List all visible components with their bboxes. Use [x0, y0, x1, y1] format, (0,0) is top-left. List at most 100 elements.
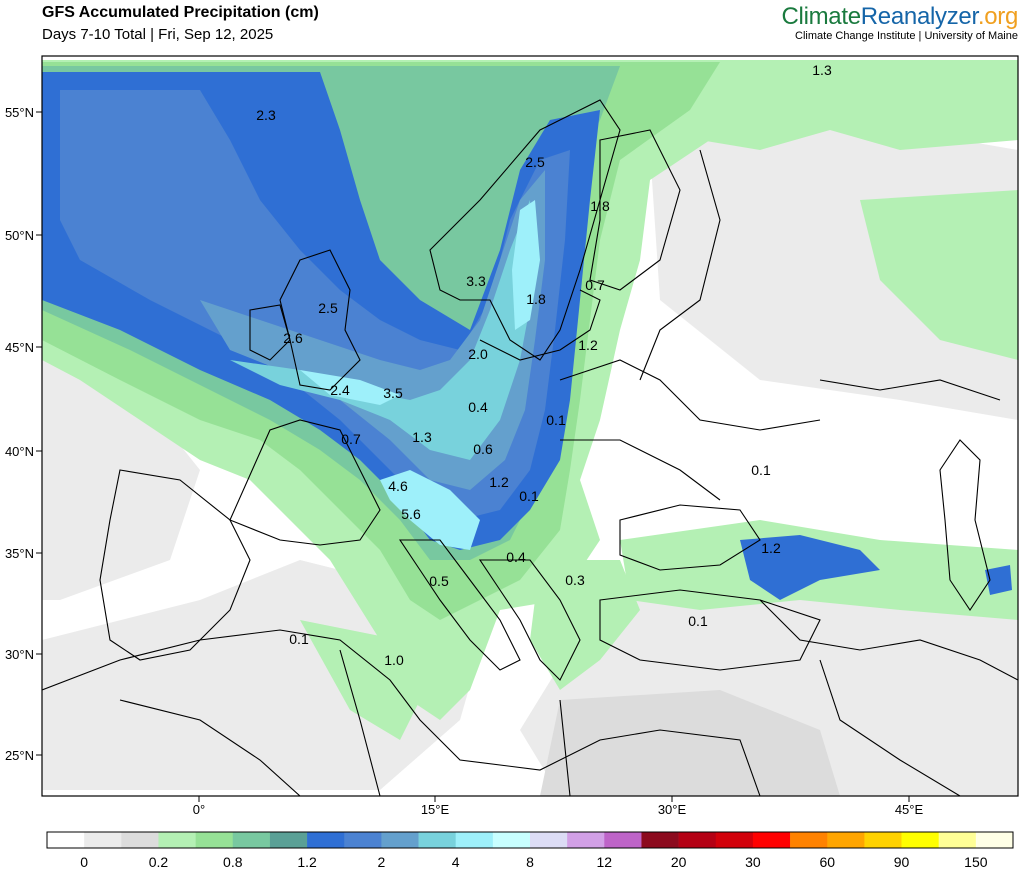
precip-green-light-africa-med	[300, 620, 420, 740]
lat-label-25: 25°N	[5, 748, 34, 763]
precip-gray-west-atlantic	[42, 330, 200, 600]
colorbar-swatch	[492, 832, 531, 848]
value-label-belarus: 0.1	[546, 412, 566, 428]
coast-turkey	[599, 589, 821, 671]
value-label-sweden-west: 3.3	[466, 273, 486, 289]
coast-scandinavia	[429, 99, 621, 361]
colorbar-swatch	[752, 832, 791, 848]
precip-cyan-light-scandinavia	[512, 200, 540, 330]
value-label-bulgaria: 0.3	[565, 572, 585, 588]
lon-tick-0: 0°	[193, 796, 205, 817]
colorbar-swatch	[47, 832, 85, 848]
precip-green-light-balkans	[530, 560, 640, 690]
lat-tick-35: 35°N	[5, 546, 42, 561]
value-label-english-channel: 2.4	[330, 382, 350, 398]
value-label-ireland: 2.6	[283, 330, 303, 346]
coast-black-sea	[619, 504, 761, 571]
coast-italy	[398, 539, 521, 671]
colorbar-swatch	[975, 832, 1014, 848]
precip-cyan-light-alps	[380, 470, 480, 550]
precip-cyan	[230, 200, 535, 460]
value-label-ukraine: 0.1	[519, 488, 539, 504]
colorbar-label: 2	[377, 854, 385, 870]
border-middle-east	[759, 599, 1018, 796]
value-label-caucasus: 1.2	[761, 540, 781, 556]
colorbar-swatch	[827, 832, 865, 848]
value-label-finland: 1.8	[590, 198, 610, 214]
value-label-algeria: 0.1	[289, 631, 309, 647]
colorbar-label: 30	[745, 854, 761, 870]
map-frame	[41, 55, 1019, 797]
colorbar-label: 90	[894, 854, 910, 870]
value-label-czechia: 0.6	[473, 441, 493, 457]
lat-tick-50: 50°N	[5, 228, 42, 243]
lat-label-55: 55°N	[5, 105, 34, 120]
lat-label-35: 35°N	[5, 546, 34, 561]
value-label-gulf-of-bothnia: 1.8	[526, 291, 546, 307]
value-label-tunisia: 1.0	[384, 652, 404, 668]
colorbar-label: 20	[671, 854, 687, 870]
colorbar-label: 0.2	[149, 854, 169, 870]
lat-tick-45: 45°N	[5, 340, 42, 355]
colorbar-swatch	[195, 832, 234, 848]
lon-tick-30e: 30°E	[658, 796, 686, 817]
value-label-anatolia: 0.1	[688, 613, 708, 629]
brand-part-climate: Climate	[781, 3, 862, 30]
brand-subtitle: Climate Change Institute | University of…	[795, 30, 1018, 42]
brand-part-org: .org	[977, 3, 1018, 30]
value-label-slovakia: 1.2	[489, 474, 509, 490]
coast-caspian	[939, 439, 991, 611]
value-label-low-countries: 3.5	[383, 385, 403, 401]
value-label-denmark: 2.0	[468, 346, 488, 362]
colorbar-swatch	[641, 832, 679, 848]
value-label-southern-russia: 0.1	[751, 462, 771, 478]
precip-blue-dark-caucasus	[740, 535, 880, 600]
colorbar-swatch	[678, 832, 717, 848]
value-label-northern-italy: 5.6	[401, 506, 421, 522]
coast-france	[229, 419, 381, 546]
colorbar: 0 0.2 0.8 1.2 2 4 8 12 20 30 60 90 150	[46, 831, 1014, 870]
coastlines	[42, 99, 1018, 796]
lat-tick-55: 55°N	[5, 105, 42, 120]
chart-title: GFS Accumulated Precipitation (cm)	[42, 4, 319, 21]
coast-finland	[589, 129, 681, 291]
value-label-central-italy: 0.5	[429, 573, 449, 589]
colorbar-swatch	[604, 832, 642, 848]
colorbar-label: 8	[526, 854, 534, 870]
colorbar-swatch	[344, 832, 382, 848]
value-label-latvia: 1.2	[578, 337, 598, 353]
colorbar-label: 12	[597, 854, 613, 870]
brand-logo-text[interactable]: ClimateReanalyzer.org	[782, 3, 1019, 31]
coast-britain	[279, 249, 361, 391]
value-label-switzerland: 4.6	[388, 478, 408, 494]
lat-label-45: 45°N	[5, 340, 34, 355]
colorbar-label: 150	[964, 854, 988, 870]
colorbar-swatch	[567, 832, 605, 848]
border-russia	[639, 149, 1001, 401]
colorbar-swatch	[864, 832, 902, 848]
precip-gray-russia	[650, 120, 1018, 420]
colorbar-swatch	[381, 832, 419, 848]
value-label-scotland: 2.5	[318, 300, 338, 316]
precip-field	[42, 60, 1018, 796]
colorbar-swatch	[901, 832, 939, 848]
precip-cyan-light-channel	[300, 370, 400, 405]
colorbar-swatch	[790, 832, 828, 848]
lat-label-50: 50°N	[5, 228, 34, 243]
border-eastern-europe	[559, 359, 821, 501]
value-label-central-sweden: 2.5	[525, 154, 545, 170]
colorbar-swatch	[455, 832, 494, 848]
precip-gray-north-africa-east	[540, 690, 840, 796]
colorbar-swatch	[158, 832, 196, 848]
coast-iberia	[99, 469, 251, 661]
coast-balkans	[478, 559, 581, 681]
lat-tick-30: 30°N	[5, 647, 42, 662]
colorbar-swatch	[938, 832, 977, 848]
lat-label-30: 30°N	[5, 647, 34, 662]
colorbar-swatch	[121, 832, 159, 848]
precip-green-light-russia-north	[700, 60, 1018, 150]
lon-label-45e: 45°E	[895, 802, 924, 817]
value-label-northern-france: 0.7	[341, 431, 361, 447]
coast-baltic	[479, 289, 601, 361]
